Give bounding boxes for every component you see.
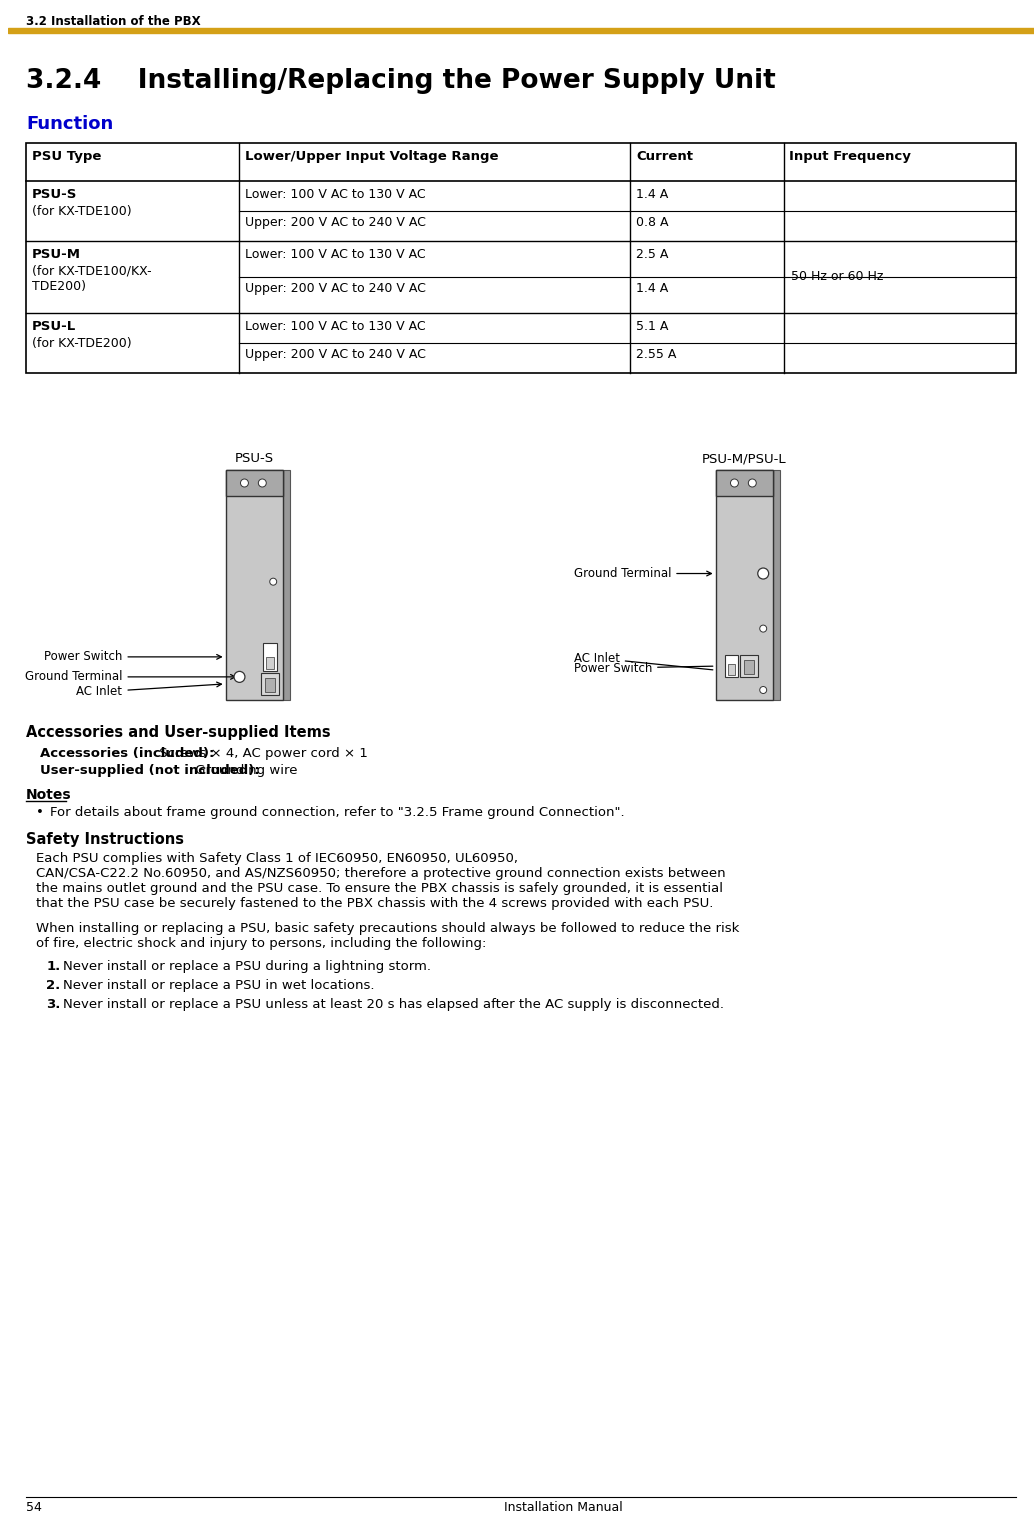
Text: Current: Current xyxy=(636,150,693,163)
Bar xyxy=(225,469,283,700)
Bar xyxy=(716,469,773,700)
Text: PSU-S: PSU-S xyxy=(235,453,274,465)
Circle shape xyxy=(270,687,277,694)
Text: Grounding wire: Grounding wire xyxy=(191,764,298,778)
Text: Upper: 200 V AC to 240 V AC: Upper: 200 V AC to 240 V AC xyxy=(245,283,426,295)
Text: AC Inlet: AC Inlet xyxy=(574,652,712,670)
Text: PSU-S: PSU-S xyxy=(32,188,78,201)
Text: Upper: 200 V AC to 240 V AC: Upper: 200 V AC to 240 V AC xyxy=(245,216,426,229)
Text: 0.8 A: 0.8 A xyxy=(636,216,669,229)
Text: 3.: 3. xyxy=(47,998,60,1012)
Circle shape xyxy=(270,579,277,585)
Text: Installation Manual: Installation Manual xyxy=(505,1501,624,1514)
Text: Never install or replace a PSU in wet locations.: Never install or replace a PSU in wet lo… xyxy=(63,980,374,992)
Circle shape xyxy=(758,568,768,579)
Circle shape xyxy=(730,478,738,488)
Circle shape xyxy=(241,478,248,488)
Text: Input Frequency: Input Frequency xyxy=(790,150,911,163)
Text: Power Switch: Power Switch xyxy=(44,650,221,664)
Text: Lower: 100 V AC to 130 V AC: Lower: 100 V AC to 130 V AC xyxy=(245,248,426,261)
Text: AC Inlet: AC Inlet xyxy=(77,682,221,699)
Circle shape xyxy=(749,478,756,488)
Text: PSU-M: PSU-M xyxy=(32,248,82,261)
Text: 1.4 A: 1.4 A xyxy=(636,283,668,295)
Text: Screws × 4, AC power cord × 1: Screws × 4, AC power cord × 1 xyxy=(155,747,368,760)
Text: For details about frame ground connection, refer to "3.2.5 Frame ground Connecti: For details about frame ground connectio… xyxy=(50,807,625,819)
Text: 2.5 A: 2.5 A xyxy=(636,248,668,261)
Text: Power Switch: Power Switch xyxy=(574,662,712,674)
Text: PSU-M/PSU-L: PSU-M/PSU-L xyxy=(702,453,787,465)
Bar xyxy=(266,677,275,691)
Text: Lower/Upper Input Voltage Range: Lower/Upper Input Voltage Range xyxy=(245,150,498,163)
Bar xyxy=(716,469,773,497)
Text: Never install or replace a PSU during a lightning storm.: Never install or replace a PSU during a … xyxy=(63,960,431,974)
Bar xyxy=(8,27,1034,33)
Text: Lower: 100 V AC to 130 V AC: Lower: 100 V AC to 130 V AC xyxy=(245,188,426,201)
Text: 54: 54 xyxy=(26,1501,42,1514)
Bar xyxy=(225,469,283,497)
Text: (for KX-TDE100): (for KX-TDE100) xyxy=(32,205,131,219)
Text: Lower: 100 V AC to 130 V AC: Lower: 100 V AC to 130 V AC xyxy=(245,321,426,333)
Text: 1.: 1. xyxy=(47,960,60,974)
Text: Ground Terminal: Ground Terminal xyxy=(574,567,711,580)
Text: 1.4 A: 1.4 A xyxy=(636,188,668,201)
Bar xyxy=(744,661,754,674)
Text: Accessories (included):: Accessories (included): xyxy=(40,747,214,760)
Bar xyxy=(267,656,274,668)
Bar xyxy=(26,143,1016,374)
Text: Ground Terminal: Ground Terminal xyxy=(25,670,236,684)
Text: Safety Instructions: Safety Instructions xyxy=(26,832,184,848)
Circle shape xyxy=(760,626,766,632)
Circle shape xyxy=(258,478,267,488)
Bar xyxy=(773,469,780,700)
Text: (for KX-TDE100/KX-
TDE200): (for KX-TDE100/KX- TDE200) xyxy=(32,264,152,293)
Text: PSU-L: PSU-L xyxy=(32,321,77,333)
Bar xyxy=(725,655,738,677)
Circle shape xyxy=(760,687,766,694)
Text: Accessories and User-supplied Items: Accessories and User-supplied Items xyxy=(26,725,331,740)
Circle shape xyxy=(234,671,245,682)
Bar xyxy=(283,469,291,700)
Text: PSU Type: PSU Type xyxy=(32,150,101,163)
Text: 3.2 Installation of the PBX: 3.2 Installation of the PBX xyxy=(26,15,201,27)
Bar xyxy=(740,655,758,677)
Text: Never install or replace a PSU unless at least 20 s has elapsed after the AC sup: Never install or replace a PSU unless at… xyxy=(63,998,724,1012)
Text: •: • xyxy=(36,807,44,819)
Text: (for KX-TDE200): (for KX-TDE200) xyxy=(32,337,131,349)
Text: 2.55 A: 2.55 A xyxy=(636,348,676,362)
Text: 50 Hz or 60 Hz: 50 Hz or 60 Hz xyxy=(791,270,884,284)
Text: 5.1 A: 5.1 A xyxy=(636,321,668,333)
Text: Notes: Notes xyxy=(26,788,71,802)
Text: Upper: 200 V AC to 240 V AC: Upper: 200 V AC to 240 V AC xyxy=(245,348,426,362)
Text: 3.2.4    Installing/Replacing the Power Supply Unit: 3.2.4 Installing/Replacing the Power Sup… xyxy=(26,68,776,94)
Text: Function: Function xyxy=(26,115,114,134)
Text: 2.: 2. xyxy=(47,980,60,992)
Bar xyxy=(262,673,279,694)
Text: Each PSU complies with Safety Class 1 of IEC60950, EN60950, UL60950,
CAN/CSA-C22: Each PSU complies with Safety Class 1 of… xyxy=(36,852,726,910)
Bar xyxy=(728,664,735,674)
Text: User-supplied (not included):: User-supplied (not included): xyxy=(40,764,260,778)
Bar xyxy=(264,643,277,671)
Text: When installing or replacing a PSU, basic safety precautions should always be fo: When installing or replacing a PSU, basi… xyxy=(36,922,739,949)
